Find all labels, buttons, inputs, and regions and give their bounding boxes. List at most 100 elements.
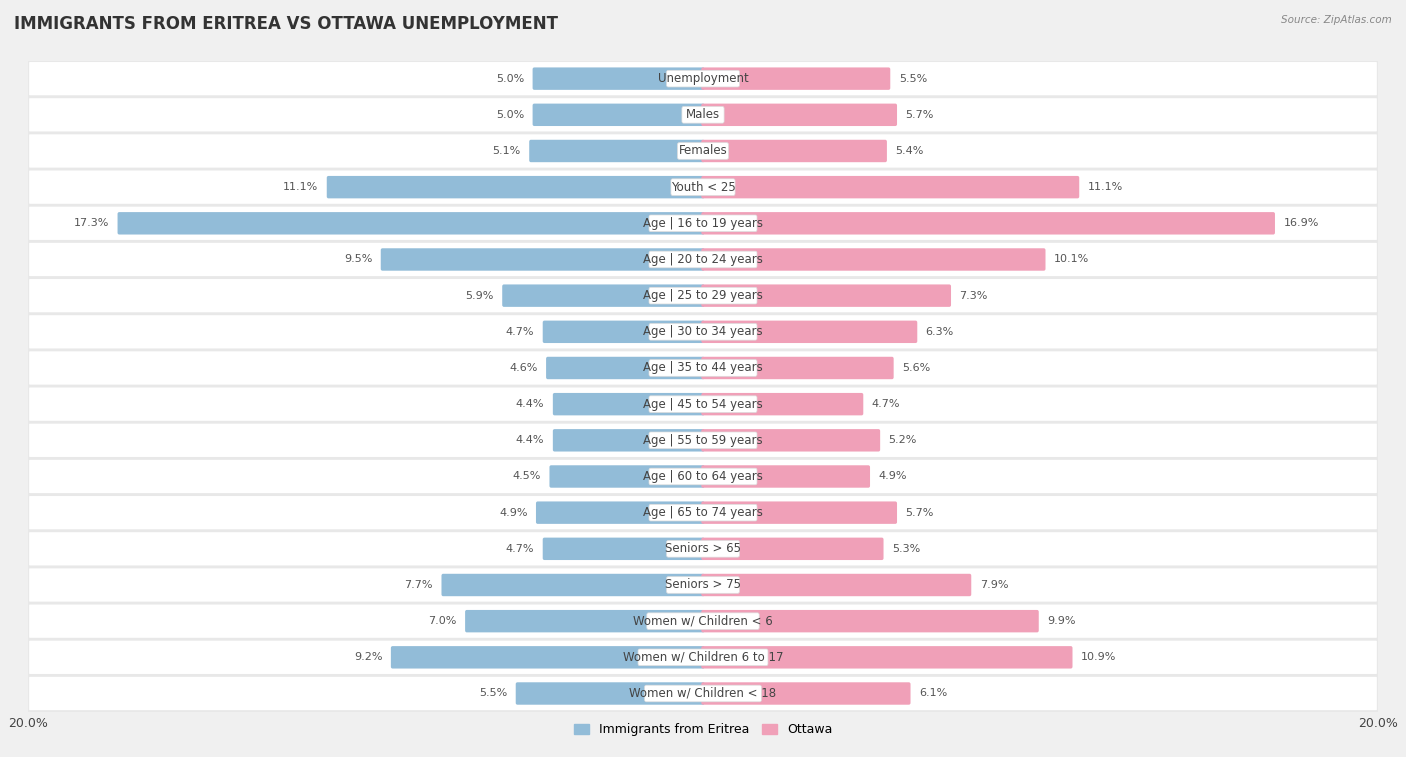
FancyBboxPatch shape [638,649,768,665]
FancyBboxPatch shape [533,104,704,126]
FancyBboxPatch shape [702,537,883,560]
Text: 5.0%: 5.0% [496,73,524,83]
Text: 5.2%: 5.2% [889,435,917,445]
FancyBboxPatch shape [650,504,756,521]
Text: 4.6%: 4.6% [509,363,537,373]
Text: Age | 35 to 44 years: Age | 35 to 44 years [643,362,763,375]
FancyBboxPatch shape [529,140,704,162]
FancyBboxPatch shape [28,566,1378,604]
FancyBboxPatch shape [553,429,704,451]
FancyBboxPatch shape [702,682,911,705]
Text: 6.3%: 6.3% [925,327,953,337]
FancyBboxPatch shape [666,577,740,593]
Text: Age | 65 to 74 years: Age | 65 to 74 years [643,506,763,519]
Text: 7.3%: 7.3% [959,291,988,301]
FancyBboxPatch shape [702,67,890,90]
FancyBboxPatch shape [28,674,1378,712]
FancyBboxPatch shape [647,613,759,630]
FancyBboxPatch shape [702,393,863,416]
FancyBboxPatch shape [671,179,735,195]
FancyBboxPatch shape [28,241,1378,279]
FancyBboxPatch shape [30,424,1376,457]
FancyBboxPatch shape [28,422,1378,459]
Text: 7.0%: 7.0% [429,616,457,626]
FancyBboxPatch shape [28,458,1378,495]
FancyBboxPatch shape [702,610,1039,632]
FancyBboxPatch shape [28,96,1378,134]
Text: 11.1%: 11.1% [1088,182,1123,192]
FancyBboxPatch shape [30,207,1376,240]
Text: Women w/ Children < 18: Women w/ Children < 18 [630,687,776,700]
Text: 11.1%: 11.1% [283,182,318,192]
FancyBboxPatch shape [465,610,704,632]
Text: Women w/ Children 6 to 17: Women w/ Children 6 to 17 [623,651,783,664]
FancyBboxPatch shape [28,349,1378,387]
FancyBboxPatch shape [702,321,917,343]
FancyBboxPatch shape [650,288,756,304]
Text: 4.7%: 4.7% [506,544,534,554]
FancyBboxPatch shape [702,285,950,307]
Text: 5.1%: 5.1% [492,146,520,156]
FancyBboxPatch shape [28,530,1378,568]
Text: Youth < 25: Youth < 25 [671,181,735,194]
Text: 9.2%: 9.2% [354,653,382,662]
Text: 17.3%: 17.3% [73,218,110,229]
Text: 4.9%: 4.9% [879,472,907,481]
Text: 4.9%: 4.9% [499,508,527,518]
FancyBboxPatch shape [702,212,1275,235]
FancyBboxPatch shape [702,466,870,488]
Text: Females: Females [679,145,727,157]
FancyBboxPatch shape [650,432,756,449]
FancyBboxPatch shape [682,107,724,123]
FancyBboxPatch shape [650,468,756,484]
FancyBboxPatch shape [546,357,704,379]
FancyBboxPatch shape [118,212,704,235]
Text: 5.3%: 5.3% [891,544,920,554]
FancyBboxPatch shape [650,360,756,376]
FancyBboxPatch shape [516,682,704,705]
Text: 5.9%: 5.9% [465,291,494,301]
Text: Source: ZipAtlas.com: Source: ZipAtlas.com [1281,15,1392,25]
FancyBboxPatch shape [28,603,1378,640]
Text: Age | 20 to 24 years: Age | 20 to 24 years [643,253,763,266]
FancyBboxPatch shape [326,176,704,198]
FancyBboxPatch shape [30,98,1376,132]
Text: 16.9%: 16.9% [1284,218,1319,229]
Text: Age | 30 to 34 years: Age | 30 to 34 years [643,326,763,338]
FancyBboxPatch shape [650,251,756,268]
FancyBboxPatch shape [30,640,1376,674]
Text: Seniors > 65: Seniors > 65 [665,542,741,556]
FancyBboxPatch shape [30,459,1376,493]
FancyBboxPatch shape [28,494,1378,531]
Text: 10.1%: 10.1% [1054,254,1090,264]
FancyBboxPatch shape [702,501,897,524]
Text: 4.5%: 4.5% [513,472,541,481]
FancyBboxPatch shape [28,385,1378,423]
FancyBboxPatch shape [650,215,756,232]
FancyBboxPatch shape [30,532,1376,565]
Text: Seniors > 75: Seniors > 75 [665,578,741,591]
FancyBboxPatch shape [441,574,704,597]
Text: 9.9%: 9.9% [1047,616,1076,626]
FancyBboxPatch shape [702,248,1046,271]
FancyBboxPatch shape [30,134,1376,167]
FancyBboxPatch shape [666,70,740,87]
Text: 5.0%: 5.0% [496,110,524,120]
FancyBboxPatch shape [666,540,740,557]
FancyBboxPatch shape [30,62,1376,95]
FancyBboxPatch shape [702,176,1080,198]
Text: IMMIGRANTS FROM ERITREA VS OTTAWA UNEMPLOYMENT: IMMIGRANTS FROM ERITREA VS OTTAWA UNEMPL… [14,15,558,33]
Text: Age | 25 to 29 years: Age | 25 to 29 years [643,289,763,302]
Text: 5.6%: 5.6% [903,363,931,373]
FancyBboxPatch shape [650,396,756,413]
FancyBboxPatch shape [30,243,1376,276]
Text: 7.7%: 7.7% [405,580,433,590]
FancyBboxPatch shape [678,142,728,159]
FancyBboxPatch shape [28,638,1378,676]
FancyBboxPatch shape [502,285,704,307]
FancyBboxPatch shape [381,248,704,271]
FancyBboxPatch shape [30,605,1376,638]
Text: 5.5%: 5.5% [898,73,927,83]
FancyBboxPatch shape [702,574,972,597]
FancyBboxPatch shape [702,429,880,451]
